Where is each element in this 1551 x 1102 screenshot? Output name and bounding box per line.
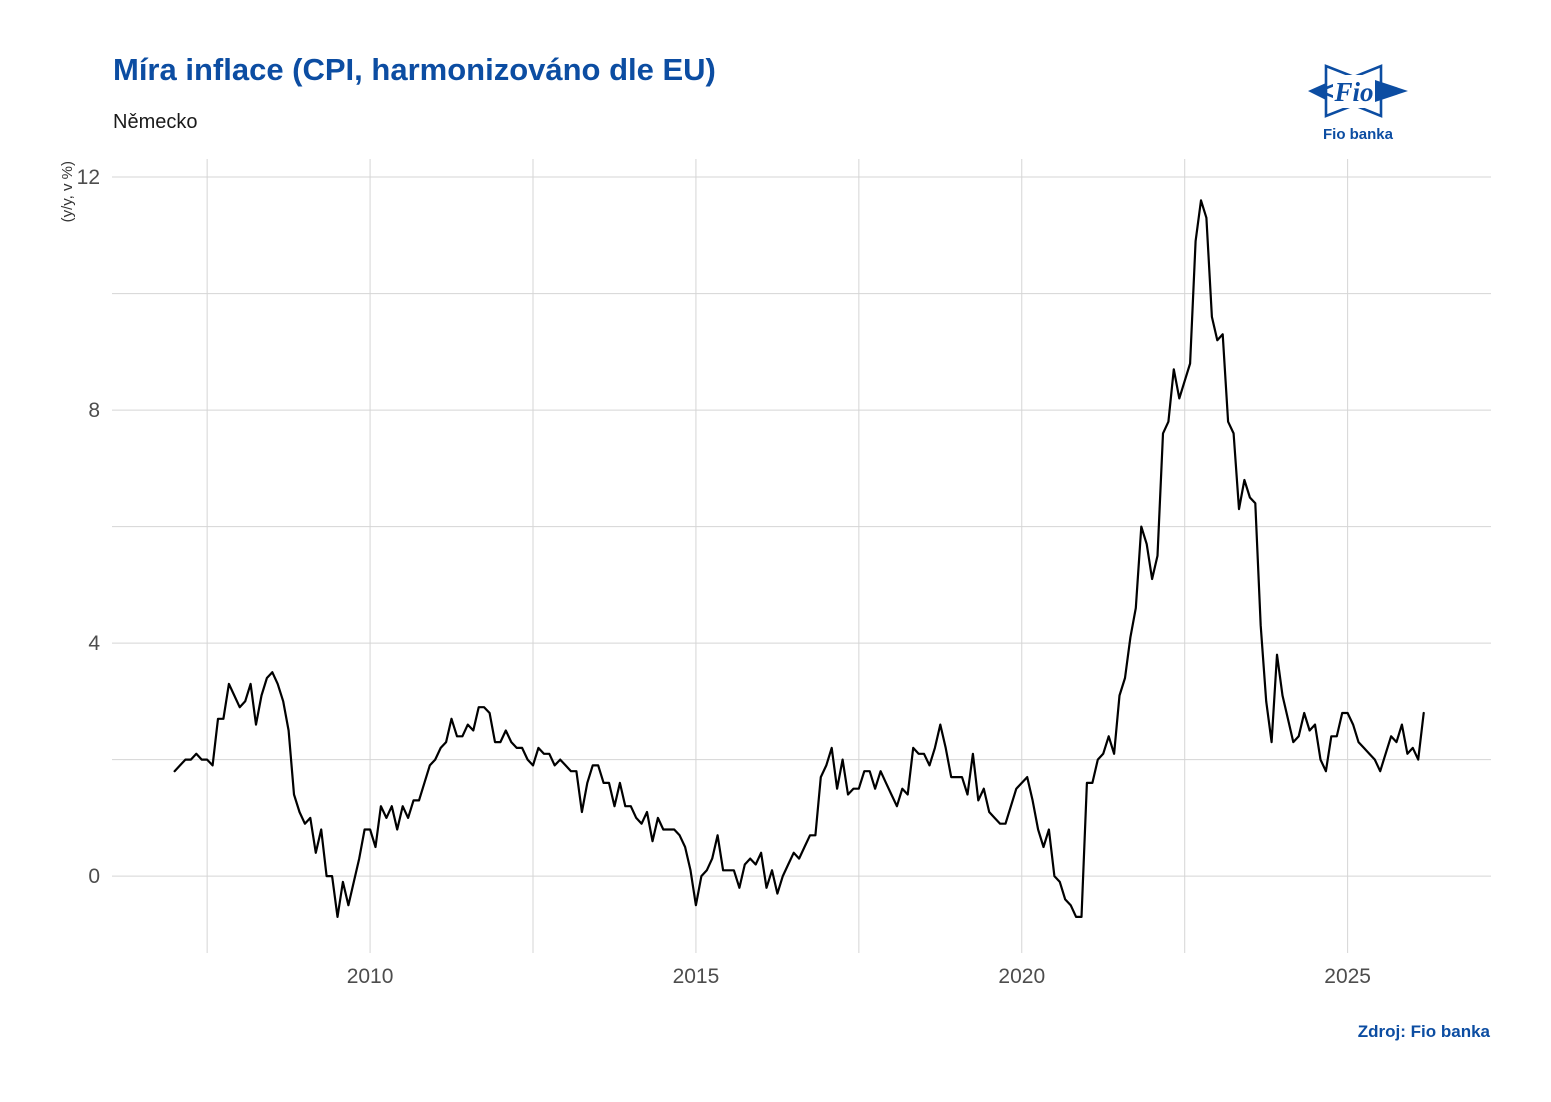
y-axis-tick-label: 12 [77, 166, 100, 189]
x-axis-tick-label: 2020 [998, 965, 1045, 988]
x-axis-tick-label: 2010 [347, 965, 394, 988]
chart-title: Míra inflace (CPI, harmonizováno dle EU) [113, 52, 716, 87]
logo-left-arrowhead [1308, 83, 1326, 100]
y-axis-title: (y/y, v %) [59, 161, 76, 222]
fio-logo-graphic: Fio [1308, 64, 1408, 118]
x-axis-tick-label: 2025 [1324, 965, 1371, 988]
y-axis-tick-label: 4 [88, 632, 100, 655]
y-axis-tick-label: 0 [88, 865, 100, 888]
y-axis-tick-label: 8 [88, 399, 100, 422]
inflation-series-line [173, 199, 1425, 919]
source-credit: Zdroj: Fio banka [1357, 1022, 1490, 1041]
fio-logo-monogram: Fio [1333, 77, 1373, 107]
fio-logo: Fio Fio banka [1305, 64, 1411, 143]
logo-right-arrowhead [1375, 80, 1408, 102]
logo-monogram-box [1333, 75, 1375, 108]
chart-subtitle: Německo [113, 111, 198, 133]
x-axis-tick-label: 2015 [673, 965, 720, 988]
fio-logo-caption: Fio banka [1322, 126, 1393, 143]
